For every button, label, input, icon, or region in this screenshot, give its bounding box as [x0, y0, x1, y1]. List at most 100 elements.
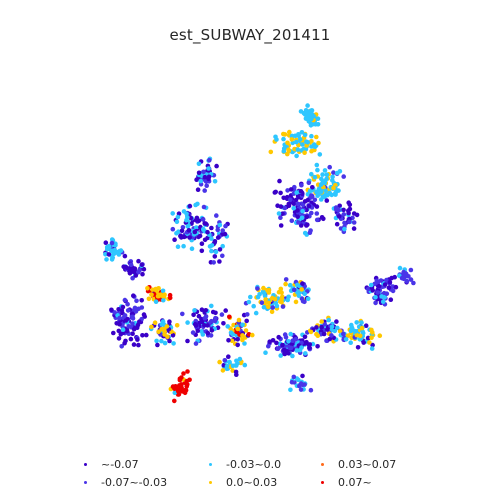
station-point — [333, 207, 339, 212]
station-point — [186, 228, 192, 233]
station-point — [128, 336, 134, 342]
station-point — [202, 188, 207, 193]
station-point — [318, 197, 324, 202]
station-point — [159, 327, 164, 332]
station-point — [316, 140, 321, 146]
station-point — [308, 116, 314, 122]
station-point — [374, 278, 380, 284]
station-point — [312, 197, 318, 203]
station-point — [300, 298, 306, 304]
legend-marker — [321, 462, 324, 466]
station-point — [290, 353, 295, 359]
station-point — [315, 167, 320, 173]
station-point — [192, 321, 198, 327]
station-point — [330, 174, 335, 180]
station-point — [273, 300, 279, 306]
station-point — [190, 330, 196, 335]
station-point — [149, 324, 154, 330]
station-point — [206, 174, 212, 180]
station-point — [308, 109, 314, 114]
station-point — [308, 123, 314, 128]
station-point — [322, 180, 328, 186]
station-point — [229, 338, 235, 344]
station-point — [337, 203, 343, 209]
station-point — [286, 294, 291, 300]
station-point — [165, 334, 170, 340]
station-point — [259, 300, 265, 306]
station-point — [326, 317, 332, 323]
station-point — [296, 133, 302, 139]
station-point — [319, 319, 325, 324]
station-point — [180, 225, 186, 230]
station-point — [273, 189, 279, 195]
station-point — [322, 168, 328, 173]
station-point — [346, 208, 351, 213]
station-point — [287, 129, 292, 135]
station-point — [309, 193, 314, 198]
station-point — [174, 219, 180, 225]
station-point — [185, 215, 190, 220]
station-point — [172, 390, 178, 396]
legend-item-0-003: 0.0~0.03 — [209, 474, 277, 490]
station-point — [320, 172, 325, 177]
station-point — [262, 291, 267, 296]
station-point — [333, 190, 338, 196]
station-point — [367, 340, 372, 345]
station-point — [289, 218, 295, 223]
station-point — [209, 225, 214, 231]
station-point — [217, 222, 223, 228]
station-point — [117, 315, 122, 321]
station-point — [246, 299, 252, 305]
station-point — [222, 231, 228, 237]
station-point — [278, 353, 284, 358]
station-point — [187, 235, 192, 240]
station-point — [104, 257, 109, 262]
station-point — [298, 189, 304, 194]
station-point — [296, 220, 301, 225]
station-point — [331, 185, 336, 191]
station-point — [384, 277, 389, 283]
station-point — [299, 215, 305, 221]
station-point — [209, 236, 214, 241]
station-point — [192, 308, 197, 313]
station-point — [315, 344, 320, 349]
station-point — [185, 382, 190, 387]
station-point — [205, 323, 210, 328]
station-point — [161, 297, 166, 303]
station-point — [211, 260, 216, 265]
station-point — [299, 287, 305, 292]
station-point — [111, 330, 116, 336]
station-point — [201, 204, 207, 210]
station-point — [220, 368, 226, 373]
station-point — [270, 305, 276, 310]
station-point — [131, 342, 137, 347]
station-point — [342, 220, 347, 226]
station-point — [140, 271, 145, 277]
station-point — [329, 324, 335, 330]
station-point — [214, 213, 219, 218]
station-point — [205, 229, 210, 235]
station-point — [295, 282, 300, 288]
station-point — [287, 345, 293, 351]
legend: ~-0.07 -0.07~-0.03 -0.03~0.0 0.0~0.03 0.… — [78, 456, 438, 496]
station-point — [369, 335, 374, 341]
station-point — [288, 187, 294, 192]
station-point — [130, 269, 135, 274]
station-point — [174, 231, 179, 236]
station-point — [237, 356, 243, 362]
station-point — [342, 226, 347, 232]
station-point — [288, 197, 293, 203]
station-point — [324, 198, 330, 203]
station-point — [220, 228, 225, 233]
station-point — [160, 288, 166, 294]
station-point — [126, 324, 131, 329]
station-point — [209, 303, 214, 309]
station-point — [191, 312, 196, 318]
station-point — [185, 338, 190, 344]
station-point — [233, 369, 239, 375]
legend-label: -0.03~0.0 — [226, 457, 282, 471]
station-point — [317, 152, 323, 157]
station-point — [283, 277, 289, 282]
station-point — [351, 220, 357, 225]
station-point — [296, 293, 302, 299]
